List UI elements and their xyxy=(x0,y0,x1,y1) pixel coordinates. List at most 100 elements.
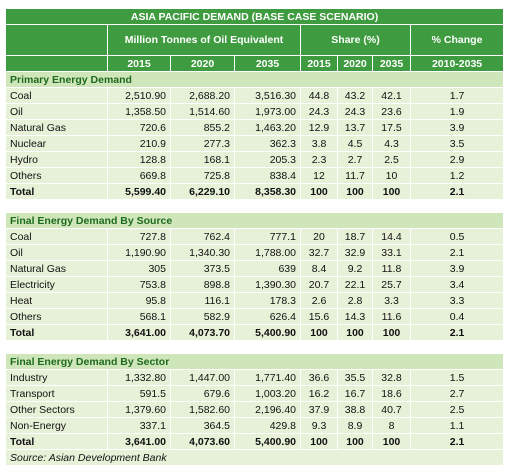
cell: 37.9 xyxy=(300,401,338,418)
cell: 5,400.90 xyxy=(234,433,301,450)
data-row: Total 3,641.00 4,073.60 5,400.90 100 100 100 2.… xyxy=(5,433,505,450)
cell: 32.7 xyxy=(300,244,338,261)
cell: 727.8 xyxy=(107,228,171,245)
row-label: Non-Energy xyxy=(5,417,108,434)
data-row: Non-Energy 337.1 364.5 429.8 9.3 8.9 8 1.1 xyxy=(5,417,505,434)
cell: 855.2 xyxy=(170,119,235,136)
data-row: Industry 1,332.80 1,447.00 1,771.40 36.6 35.5… xyxy=(5,369,505,386)
cell: 2.3 xyxy=(300,151,338,168)
cell: 42.1 xyxy=(372,87,411,104)
years-row: 2015 2020 2035 2015 2020 2035 2010-2035 xyxy=(5,55,505,72)
cell: 8 xyxy=(372,417,411,434)
row-label: Electricity xyxy=(5,276,108,293)
table-title: ASIA PACIFIC DEMAND (BASE CASE SCENARIO) xyxy=(4,8,505,25)
row-label: Total xyxy=(5,433,108,450)
data-row: Total 5,599.40 6,229.10 8,358.30 100 100 100 2.… xyxy=(5,183,505,200)
cell: 1,003.20 xyxy=(234,385,301,402)
cell: 3.5 xyxy=(409,135,505,152)
share-header: Share (%) xyxy=(300,24,411,56)
row-label: Total xyxy=(5,183,108,200)
data-row: Nuclear 210.9 277.3 362.3 3.8 4.5 4.3 3.5 xyxy=(5,135,505,152)
cell: 205.3 xyxy=(234,151,301,168)
cell: 2,688.20 xyxy=(170,87,235,104)
cell: 2.7 xyxy=(409,385,505,402)
cell: 364.5 xyxy=(170,417,235,434)
cell: 1,447.00 xyxy=(170,369,235,386)
cell: 2,196.40 xyxy=(234,401,301,418)
cell: 12 xyxy=(300,167,338,184)
cell: 277.3 xyxy=(170,135,235,152)
demand-table: ASIA PACIFIC DEMAND (BASE CASE SCENARIO)… xyxy=(4,8,505,466)
section-title: Final Energy Demand By Sector xyxy=(4,353,505,370)
row-label: Transport xyxy=(5,385,108,402)
data-row: Electricity 753.8 898.8 1,390.30 20.7 22.1 25.… xyxy=(5,276,505,293)
cell: 373.5 xyxy=(170,260,235,277)
cell: 100 xyxy=(300,324,338,341)
cell: 762.4 xyxy=(170,228,235,245)
data-row: Natural Gas 305 373.5 639 8.4 9.2 11.8 3.9 xyxy=(5,260,505,277)
cell: 100 xyxy=(372,183,411,200)
cell: 38.8 xyxy=(337,401,373,418)
data-row: Coal 727.8 762.4 777.1 20 18.7 14.4 0.5 xyxy=(5,228,505,245)
cell: 2.1 xyxy=(409,433,505,450)
year-header: 2035 xyxy=(372,55,411,72)
cell: 8,358.30 xyxy=(234,183,301,200)
volume-header: Million Tonnes of Oil Equivalent xyxy=(107,24,301,56)
spacer xyxy=(4,340,505,354)
cell: 3.8 xyxy=(300,135,338,152)
cell: 725.8 xyxy=(170,167,235,184)
cell: 95.8 xyxy=(107,292,171,309)
row-label: Coal xyxy=(5,87,108,104)
cell: 11.8 xyxy=(372,260,411,277)
data-row: Coal 2,510.90 2,688.20 3,516.30 44.8 43.2 42.1… xyxy=(5,87,505,104)
cell: 1,514.60 xyxy=(170,103,235,120)
cell: 639 xyxy=(234,260,301,277)
cell: 20.7 xyxy=(300,276,338,293)
header-row: Million Tonnes of Oil Equivalent Share (… xyxy=(5,24,505,56)
cell: 9.3 xyxy=(300,417,338,434)
cell: 2.5 xyxy=(409,401,505,418)
row-label: Oil xyxy=(5,244,108,261)
cell: 33.1 xyxy=(372,244,411,261)
section-row: Final Energy Demand By Source xyxy=(4,212,505,229)
cell: 4,073.70 xyxy=(170,324,235,341)
data-row: Others 669.8 725.8 838.4 12 11.7 10 1.2 xyxy=(5,167,505,184)
cell: 32.8 xyxy=(372,369,411,386)
cell: 2.9 xyxy=(409,151,505,168)
cell: 1.9 xyxy=(409,103,505,120)
row-label: Heat xyxy=(5,292,108,309)
cell: 1,340.30 xyxy=(170,244,235,261)
cell: 2.1 xyxy=(409,324,505,341)
data-row: Transport 591.5 679.6 1,003.20 16.2 16.7 18.6 2… xyxy=(5,385,505,402)
data-row: Others 568.1 582.9 626.4 15.6 14.3 11.6 0.4 xyxy=(5,308,505,325)
cell: 8.9 xyxy=(337,417,373,434)
cell: 1.1 xyxy=(409,417,505,434)
cell: 128.8 xyxy=(107,151,171,168)
row-label: Hydro xyxy=(5,151,108,168)
cell: 2,510.90 xyxy=(107,87,171,104)
row-label: Total xyxy=(5,324,108,341)
row-label: Industry xyxy=(5,369,108,386)
cell: 23.6 xyxy=(372,103,411,120)
cell: 2.1 xyxy=(409,244,505,261)
cell: 24.3 xyxy=(300,103,338,120)
cell: 1,190.90 xyxy=(107,244,171,261)
cell: 16.7 xyxy=(337,385,373,402)
data-row: Total 3,641.00 4,073.70 5,400.90 100 100 100 2.… xyxy=(5,324,505,341)
cell: 2.1 xyxy=(409,183,505,200)
cell: 36.6 xyxy=(300,369,338,386)
cell: 44.8 xyxy=(300,87,338,104)
row-label: Others xyxy=(5,167,108,184)
cell: 1,771.40 xyxy=(234,369,301,386)
cell: 5,400.90 xyxy=(234,324,301,341)
row-label: Coal xyxy=(5,228,108,245)
cell: 100 xyxy=(300,433,338,450)
cell: 8.4 xyxy=(300,260,338,277)
table-body: ASIA PACIFIC DEMAND (BASE CASE SCENARIO)… xyxy=(4,8,505,466)
cell: 43.2 xyxy=(337,87,373,104)
cell: 168.1 xyxy=(170,151,235,168)
cell: 2.6 xyxy=(300,292,338,309)
cell: 3.3 xyxy=(372,292,411,309)
row-label: Oil xyxy=(5,103,108,120)
